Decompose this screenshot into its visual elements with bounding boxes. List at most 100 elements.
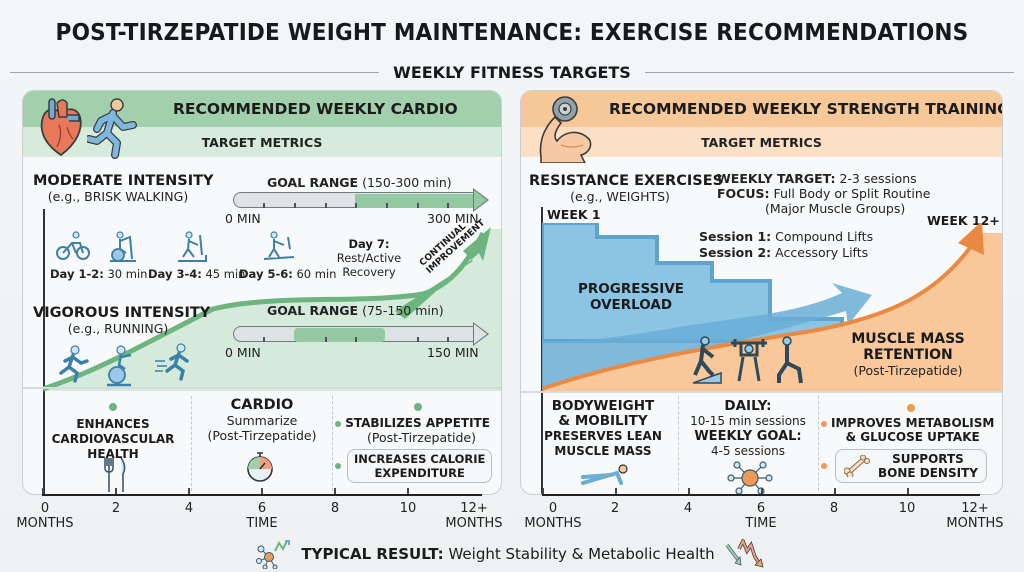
schedule-day-1-2: Day 1-2: 30 min	[50, 267, 148, 281]
strength-panel: RECOMMENDED WEEKLY STRENGTH TRAINING TAR…	[520, 90, 1003, 495]
arrow-head-icon	[473, 322, 489, 346]
benefit-metabolism: IMPROVES METABOLISM & GLUCOSE UPTAKE	[821, 416, 1001, 444]
strength-benefit-list: IMPROVES METABOLISM & GLUCOSE UPTAKE SUP…	[821, 397, 1001, 483]
week-start-label: WEEK 1	[547, 207, 601, 222]
cycling-icon	[56, 231, 90, 260]
divider	[10, 71, 380, 73]
divider	[23, 387, 501, 389]
strength-header-title: RECOMMENDED WEEKLY STRENGTH TRAINING	[609, 100, 1003, 118]
bullet-icon	[109, 403, 117, 411]
typical-result-label: TYPICAL RESULT:	[301, 545, 444, 563]
benefit-appetite: STABILIZES APPETITE	[335, 416, 500, 430]
moderate-max-label: 300 MIN	[427, 211, 479, 226]
treadmill-icon	[263, 231, 295, 260]
y-axis-line	[43, 209, 45, 494]
muscle-retention-label: MUSCLE MASS RETENTION (Post-Tirzepatide)	[851, 331, 965, 378]
vigorous-max-label: 150 MIN	[427, 345, 479, 360]
daily-sessions: DAILY: 10-15 min sessions WEEKLY GOAL: 4…	[690, 398, 806, 459]
resistance-example: (e.g., WEIGHTS)	[570, 189, 670, 204]
axis-tick-label: 0 MONTHS	[524, 501, 582, 531]
runner-icon	[59, 345, 89, 383]
axis-tick-label: 10	[399, 501, 417, 516]
axis-tick-label: 10	[898, 501, 916, 516]
exercise-figures-icon	[692, 336, 803, 384]
schedule-day-7: Day 7: Rest/Active Recovery	[336, 237, 402, 279]
moderate-goal-range: GOAL RANGE (150-300 min)	[267, 175, 452, 190]
goal-range-label: GOAL RANGE	[267, 175, 359, 190]
sprinter-icon	[155, 343, 189, 381]
axis-tick-label: 4	[683, 501, 693, 516]
goal-range-value: (150-300 min)	[362, 175, 452, 190]
vigorous-min-label: 0 MIN	[225, 345, 261, 360]
bullet-icon	[413, 403, 422, 411]
axis-tick-label: 6 TIME	[745, 501, 777, 531]
elliptical-icon	[110, 231, 136, 262]
subtitle-text: WEEKLY FITNESS TARGETS	[393, 62, 631, 82]
divider	[818, 396, 819, 491]
cardio-panel: RECOMMENDED WEEKLY CARDIO TARGET METRICS…	[22, 90, 502, 495]
divider	[521, 391, 1002, 393]
session-plan: Session 1: Compound Lifts Session 2: Acc…	[699, 229, 874, 260]
bullet-icon	[821, 421, 827, 427]
spin-bike-icon	[107, 345, 132, 387]
bullet-icon	[335, 463, 341, 469]
axis-tick-label: 6 TIME	[246, 501, 278, 531]
heart-icon	[40, 98, 82, 157]
vigorous-goal-range: GOAL RANGE (75-150 min)	[267, 303, 444, 318]
vigorous-example: (e.g., RUNNING)	[67, 321, 169, 336]
strength-targets: WEEKLY TARGET: 2-3 sessions FOCUS: Full …	[717, 171, 931, 216]
axis-tick-label: 8	[330, 501, 340, 516]
divider	[644, 71, 1014, 73]
strength-header: RECOMMENDED WEEKLY STRENGTH TRAINING	[521, 91, 1002, 127]
benefit-bone-density: SUPPORTS BONE DENSITY	[821, 449, 1001, 483]
cardio-time-axis	[42, 488, 482, 496]
network-molecule-icon	[727, 461, 773, 494]
schedule-day-5-6: Day 5-6: 60 min	[239, 267, 337, 281]
axis-tick-label: 12+ MONTHS	[445, 501, 503, 531]
moderate-intensity-block: MODERATE INTENSITY (e.g., BRISK WALKING)	[33, 173, 214, 204]
axis-tick-label: 4	[184, 501, 194, 516]
page-title: POST-TIRZEPATIDE WEIGHT MAINTENANCE: EXE…	[55, 20, 969, 46]
axis-tick-label: 2	[610, 501, 620, 516]
moderate-min-label: 0 MIN	[225, 211, 261, 226]
vigorous-goal-fill	[294, 328, 385, 342]
axis-tick-label: 8	[829, 501, 839, 516]
schedule-day-3-4: Day 3-4: 45 min	[148, 267, 246, 281]
arrow-head-icon	[473, 188, 489, 212]
divider	[191, 396, 192, 491]
declining-arrows-icon	[725, 539, 764, 568]
typical-result: TYPICAL RESULT: Weight Stability & Metab…	[240, 539, 780, 569]
strength-time-axis	[542, 488, 980, 496]
bullet-icon	[821, 463, 827, 469]
resistance-title: RESISTANCE EXERCISES	[529, 173, 724, 189]
plank-icon	[581, 464, 628, 485]
stair-stepper-icon	[178, 231, 207, 262]
axis-tick-label: 0 MONTHS	[16, 501, 74, 531]
divider	[678, 396, 679, 491]
runner-icon	[87, 98, 137, 159]
y-axis-line	[541, 207, 543, 494]
resistance-block: RESISTANCE EXERCISES (e.g., WEIGHTS)	[529, 173, 724, 204]
vigorous-intensity-block: VIGOROUS INTENSITY (e.g., RUNNING)	[33, 305, 211, 336]
vigorous-goal-bar	[233, 322, 489, 346]
moderate-goal-fill	[355, 194, 475, 208]
axis-tick-label: 12+ MONTHS	[946, 501, 1004, 531]
vigorous-title: VIGOROUS INTENSITY	[33, 305, 211, 321]
moderate-example: (e.g., BRISK WALKING)	[47, 189, 189, 204]
benefit-cardiovascular: ENHANCES CARDIOVASCULAR HEALTH	[33, 396, 193, 462]
strength-subheader: TARGET METRICS	[521, 127, 1002, 157]
bullet-icon	[907, 404, 915, 412]
progressive-overload-label: PROGRESSIVE OVERLOAD	[578, 281, 684, 313]
cardio-summary: CARDIO Summarize (Post-Tirzepatide)	[207, 397, 317, 443]
stopwatch-icon	[247, 452, 273, 482]
goal-range-label: GOAL RANGE	[267, 303, 359, 318]
flexed-arm-dumbbell-icon	[539, 96, 592, 163]
bullet-icon	[335, 421, 341, 427]
moderate-title: MODERATE INTENSITY	[33, 173, 214, 189]
cardio-header-title: RECOMMENDED WEEKLY CARDIO	[173, 100, 458, 118]
weekly-schedule	[50, 231, 400, 291]
benefit-calorie: INCREASES CALORIE EXPENDITURE	[335, 449, 500, 483]
network-growth-icon	[256, 540, 291, 569]
divider	[332, 396, 333, 491]
cardio-benefit-list: STABILIZES APPETITE (Post-Tirzepatide) I…	[335, 396, 500, 483]
